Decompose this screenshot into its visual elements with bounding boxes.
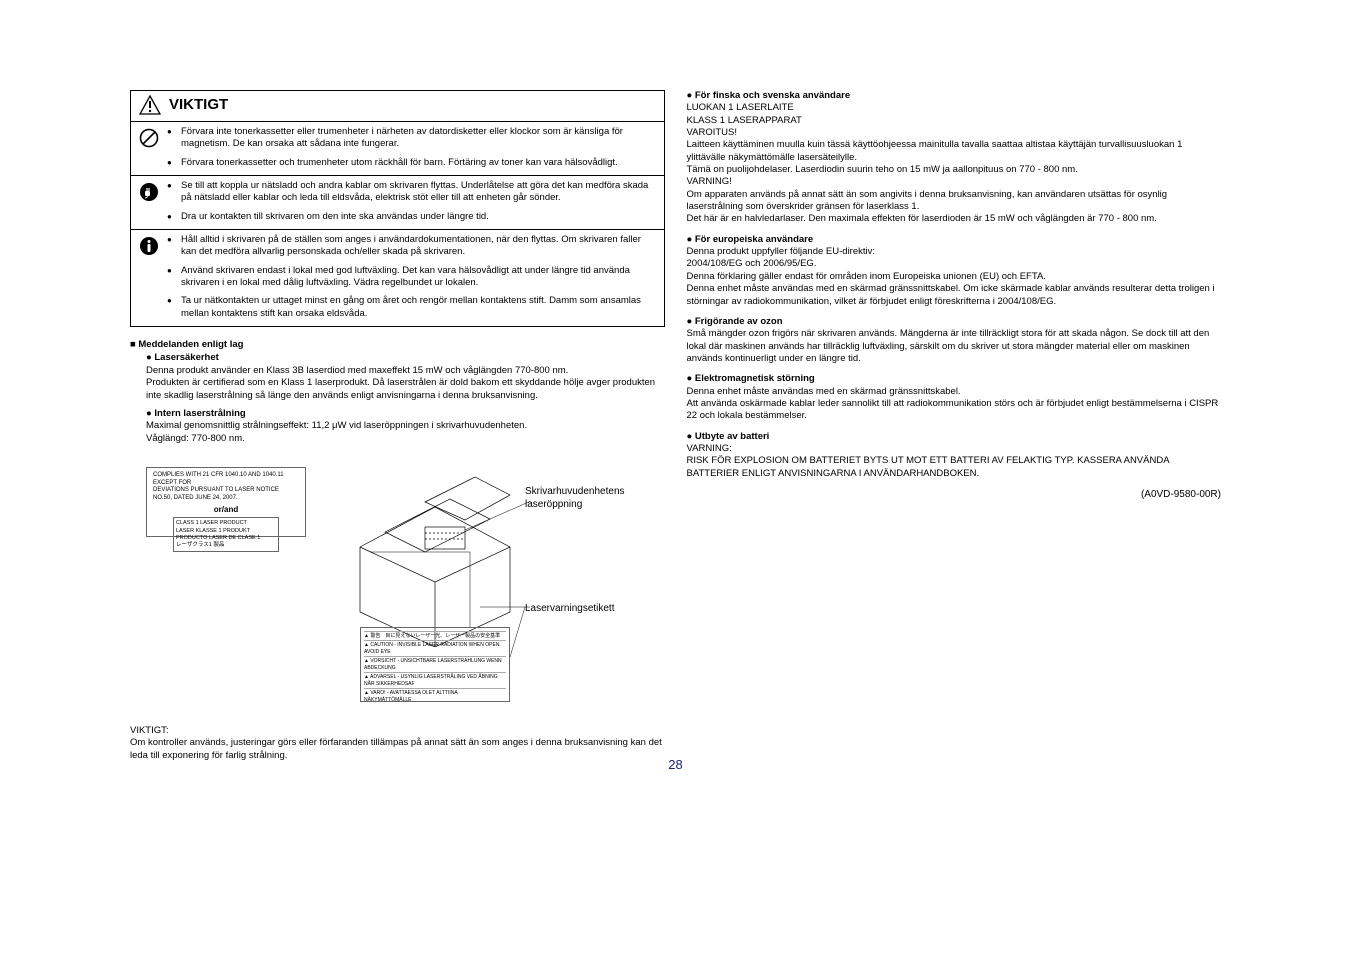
prohibition-icon [139,126,167,171]
viktigt-header: VIKTIGT [131,91,664,121]
body-text: VARNING: [687,443,1222,455]
intern-heading: ● Intern laserstrålning [146,408,665,420]
body-text: Maximal genomsnittlig strålningseffekt: … [146,420,665,432]
group2-bullets: Se till att koppla ur nätsladd och andra… [167,180,654,225]
body-text: Att använda oskärmade kablar leder sanno… [687,398,1222,423]
group-unplug: Se till att koppla ur nätsladd och andra… [131,175,664,229]
figure-area: COMPLIES WITH 21 CFR 1040.10 AND 1040.11… [130,457,650,717]
info-icon [139,234,167,322]
bottom-viktigt-label: VIKTIGT: [130,725,665,737]
body-text: KLASS 1 LASERAPPARAT [687,115,1222,127]
body-text: Våglängd: 770-800 nm. [146,433,665,445]
body-text: 2004/108/EG och 2006/95/EG. [687,258,1222,270]
body-text: Denna produkt använder en Klass 3B laser… [146,365,665,377]
bullet-text: Se till att koppla ur nätsladd och andra… [167,180,654,205]
body-text: Om apparaten används på annat sätt än so… [687,189,1222,214]
bullet-text: Förvara tonerkassetter och trumenheter u… [167,157,654,169]
section-batteri: ● Utbyte av batteri VARNING: RISK FÖR EX… [687,431,1222,480]
group-info: Håll alltid i skrivaren på de ställen so… [131,229,664,326]
section-europeiska: ● För europeiska användare Denna produkt… [687,234,1222,308]
body-text: Små mängder ozon frigörs när skrivaren a… [687,328,1222,365]
body-text: Denna enhet måste användas med en skärma… [687,386,1222,398]
bullet-text: Använd skrivaren endast i lokal med god … [167,265,654,290]
body-text: Det här är en halvledarlaser. Den maxima… [687,213,1222,225]
body-text: LUOKAN 1 LASERLAITE [687,102,1222,114]
body-text: Laitteen käyttäminen muulla kuin tässä k… [687,139,1222,164]
body-text: RISK FÖR EXPLOSION OM BATTERIET BYTS UT … [687,455,1222,480]
bullet-text: Ta ur nätkontakten ur uttaget minst en g… [167,295,654,320]
bottom-body-text: Om kontroller används, justeringar görs … [130,737,665,762]
viktigt-box: VIKTIGT Förvara inte tonerkassetter elle… [130,90,665,327]
leader-lines [130,457,650,717]
part-number: (A0VD-9580-00R) [687,488,1222,501]
bullet-text: Håll alltid i skrivaren på de ställen so… [167,234,654,259]
page-number: 28 [668,757,682,774]
section-elektromagnetisk: ● Elektromagnetisk störning Denna enhet … [687,373,1222,422]
lasersakerhet-heading: ● Lasersäkerhet [146,352,665,364]
heading: ● Utbyte av batteri [687,431,1222,443]
heading: ● Elektromagnetisk störning [687,373,1222,385]
section-finska-svenska: ● För finska och svenska användare LUOKA… [687,90,1222,226]
meddelanden-heading: ■ Meddelanden enligt lag [130,339,665,351]
bottom-note: VIKTIGT: Om kontroller används, justerin… [130,725,665,762]
body-text: Produkten är certifierad som en Klass 1 … [146,377,665,402]
left-column: VIKTIGT Förvara inte tonerkassetter elle… [130,90,665,762]
heading: ● För europeiska användare [687,234,1222,246]
body-text: Denna enhet måste användas med en skärma… [687,283,1222,308]
right-column: ● För finska och svenska användare LUOKA… [687,90,1222,762]
group-prohibition: Förvara inte tonerkassetter eller trumen… [131,121,664,175]
heading: ● Frigörande av ozon [687,316,1222,328]
bullet-text: Dra ur kontakten till skrivaren om den i… [167,211,654,223]
meddelanden-body: ● Lasersäkerhet Denna produkt använder e… [130,352,665,444]
meddelanden-section: ■ Meddelanden enligt lag ● Lasersäkerhet… [130,339,665,445]
unplug-icon [139,180,167,225]
body-text: VAROITUS! [687,127,1222,139]
warning-triangle-icon [139,95,161,115]
group1-bullets: Förvara inte tonerkassetter eller trumen… [167,126,654,171]
page-columns: VIKTIGT Förvara inte tonerkassetter elle… [130,90,1221,762]
group3-bullets: Håll alltid i skrivaren på de ställen so… [167,234,654,322]
bullet-text: Förvara inte tonerkassetter eller trumen… [167,126,654,151]
body-text: Denna produkt uppfyller följande EU-dire… [687,246,1222,258]
viktigt-title: VIKTIGT [169,95,228,115]
section-ozon: ● Frigörande av ozon Små mängder ozon fr… [687,316,1222,365]
body-text: VARNING! [687,176,1222,188]
heading: ● För finska och svenska användare [687,90,1222,102]
body-text: Tämä on puolijohdelaser. Laserdiodin suu… [687,164,1222,176]
body-text: Denna förklaring gäller endast för områd… [687,271,1222,283]
